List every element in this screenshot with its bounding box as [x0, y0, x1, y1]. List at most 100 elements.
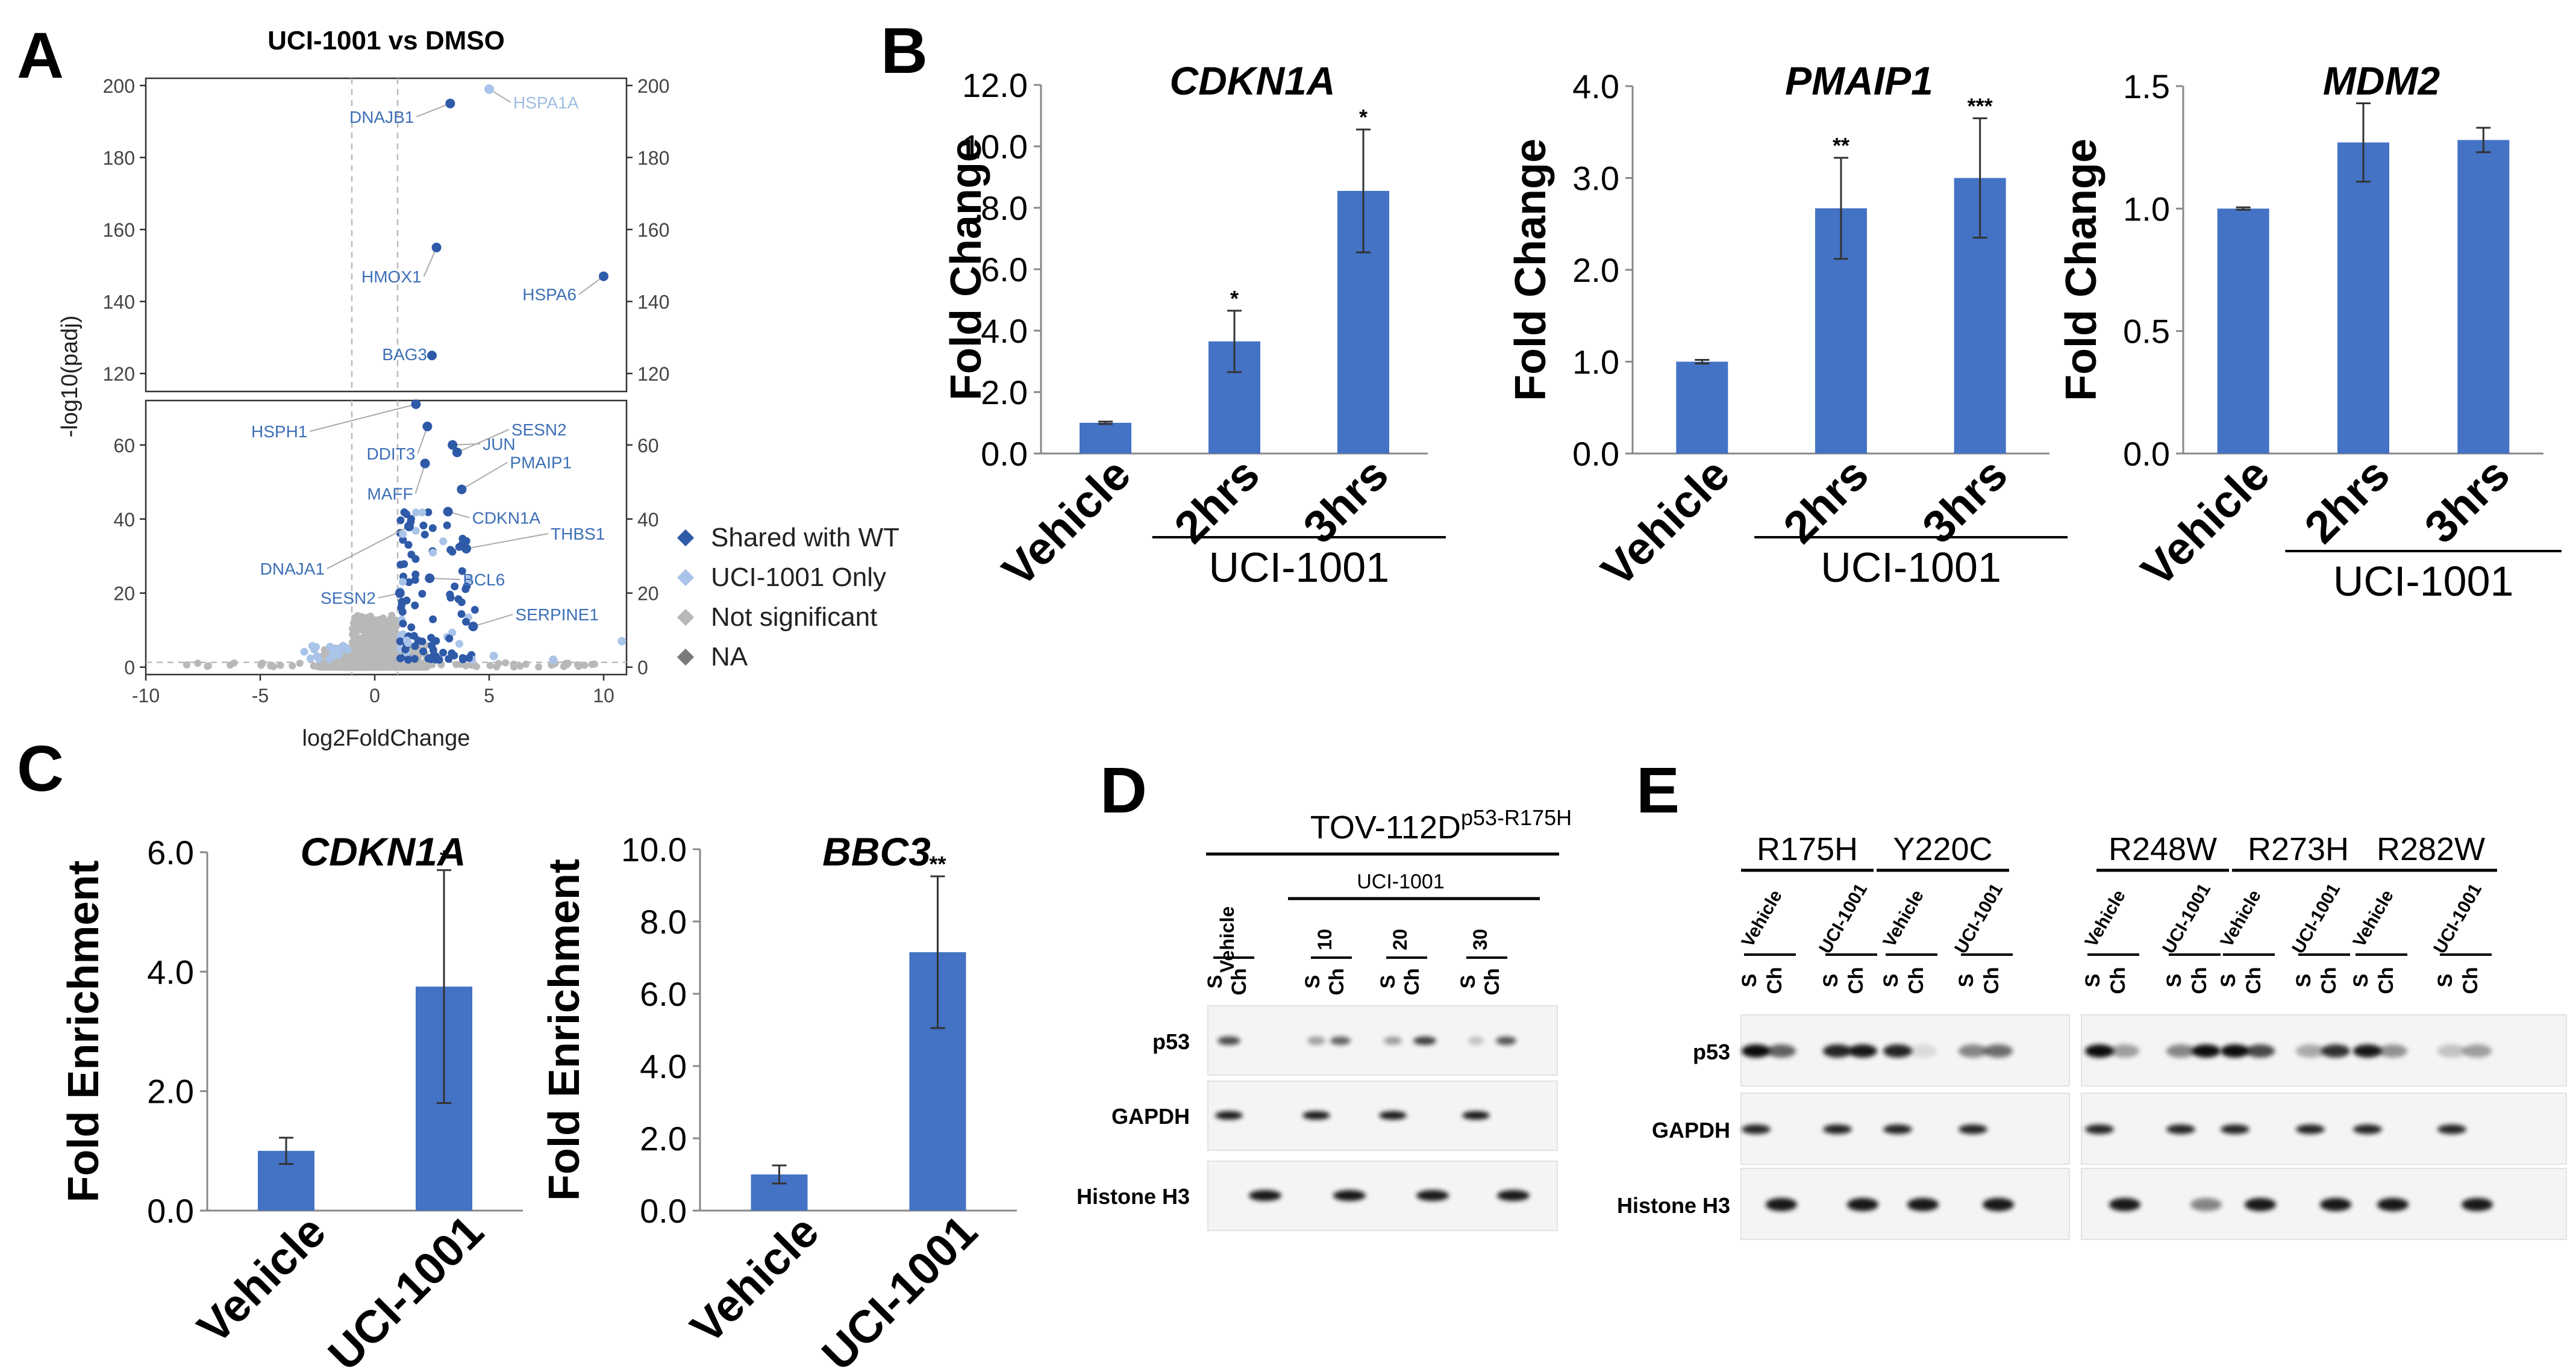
sig-point [448, 628, 457, 637]
condition-label: Vehicle [2217, 887, 2265, 950]
gene-label: DNAJB1 [349, 108, 414, 126]
ns-point [467, 661, 475, 669]
ns-point [588, 661, 596, 669]
fraction-label: Ch [1763, 967, 1786, 994]
y-axis-label: Fold Enrichment [60, 860, 108, 1202]
y-tick-label-right: 160 [637, 219, 669, 241]
condition-label: UCI-1001 [2430, 880, 2486, 957]
label-leader [327, 526, 410, 569]
ns-point [370, 623, 378, 631]
blot-band [1983, 1198, 2014, 1211]
fraction-label: S [1819, 974, 1842, 988]
blot-d-title-superscript: p53-R175H [1461, 805, 1572, 830]
blot-band [1384, 1037, 1402, 1045]
blot-band [1302, 1111, 1330, 1120]
significance-mark: * [1230, 286, 1239, 311]
gene-label: PMAIP1 [510, 454, 572, 472]
ns-point [360, 663, 368, 670]
sig-point [407, 515, 415, 523]
row-label: p53 [1152, 1029, 1190, 1054]
label-leader [466, 532, 549, 549]
y-tick-label: 200 [103, 75, 135, 97]
gene-point [422, 422, 433, 432]
y-tick-label: 1.5 [2123, 67, 2170, 105]
y-tick-label: 140 [103, 292, 135, 313]
mutant-label: R175H [1757, 831, 1858, 867]
sig-point [419, 647, 428, 656]
legend-marker [677, 569, 695, 587]
y-tick-label: 10.0 [621, 831, 687, 868]
gene-label: CDKN1A [472, 508, 541, 527]
y-tick-label: 4.0 [147, 953, 194, 991]
fraction-label: Ch [2459, 967, 2482, 994]
blot-band [1847, 1198, 1878, 1211]
blot-band [1742, 1124, 1771, 1134]
y-tick-label-right: 20 [637, 583, 659, 605]
sig-point [313, 652, 321, 660]
blot-band [2378, 1044, 2407, 1058]
y-axis-label: Fold Change [1507, 139, 1555, 401]
ns-point [501, 659, 509, 667]
sig-point [411, 526, 420, 535]
ns-point [320, 660, 328, 668]
sig-point [549, 655, 558, 664]
sig-point [398, 608, 407, 616]
blot-d-title: TOV-112Dp53-R175H [1310, 805, 1572, 846]
ns-point [230, 659, 238, 667]
gene-point [599, 271, 608, 281]
y-axis-label: Fold Change [942, 138, 990, 401]
ns-point [360, 626, 368, 634]
blot-band [1959, 1044, 1987, 1058]
gene-point [461, 543, 471, 553]
sig-point [464, 575, 473, 584]
ns-point [369, 634, 377, 642]
sig-point [446, 593, 455, 602]
gene-label: JUN [483, 435, 515, 454]
y-tick-label: 6.0 [640, 975, 687, 1013]
ns-point [510, 660, 517, 668]
group-label: UCI-1001 [1209, 544, 1390, 591]
y-tick-label: 1.0 [2123, 190, 2170, 228]
label-leader [310, 404, 416, 432]
y-tick-label: 8.0 [981, 189, 1028, 227]
y-tick-label: 0 [124, 657, 135, 679]
fraction-label: S [1457, 975, 1480, 989]
gene-label: SESN2 [511, 420, 567, 439]
fraction-label: Ch [1980, 967, 2003, 994]
ns-point [194, 659, 202, 667]
blot-band [2377, 1198, 2409, 1211]
gene-point [427, 351, 437, 361]
ns-point [370, 651, 378, 659]
ns-point [486, 661, 494, 669]
ns-point [560, 663, 567, 670]
sig-point [428, 524, 437, 532]
significance-mark: ** [929, 852, 946, 876]
sig-point [411, 508, 420, 517]
sig-point [407, 623, 416, 632]
bar [1080, 423, 1131, 454]
y-tick-label: 0.0 [981, 435, 1028, 473]
condition-label: UCI-1001 [1951, 880, 2007, 957]
x-axis-label: log2FoldChange [302, 726, 470, 751]
condition-label: 30 [1469, 929, 1491, 950]
ns-point [452, 661, 460, 669]
volcano-title: UCI-1001 vs DMSO [267, 26, 505, 55]
blot-band [2353, 1044, 2382, 1058]
ns-point [277, 661, 284, 669]
sig-point [458, 655, 467, 664]
sig-point [398, 600, 406, 609]
ns-point [516, 662, 524, 670]
sig-point [458, 567, 466, 575]
ns-point [402, 663, 410, 671]
y-tick-label: 160 [103, 219, 135, 241]
ns-point [409, 662, 417, 670]
condition-label: 10 [1314, 929, 1336, 950]
blot-band [1883, 1124, 1912, 1134]
sig-point [396, 516, 405, 525]
blot-band [2110, 1044, 2139, 1058]
sig-point [439, 537, 448, 546]
y-axis-label: Fold Change [2057, 139, 2106, 401]
sig-point [443, 521, 451, 529]
sig-point [428, 655, 436, 663]
sig-point [404, 541, 413, 549]
